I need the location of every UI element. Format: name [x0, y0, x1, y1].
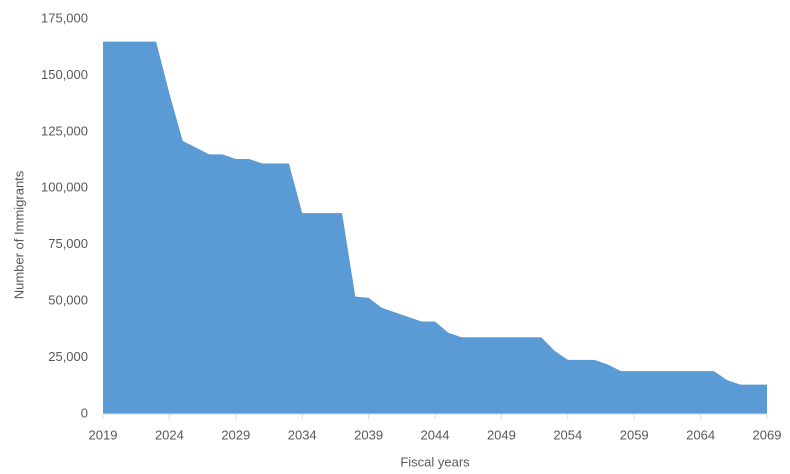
- x-tick-label: 2034: [288, 427, 317, 442]
- x-tick-label: 2054: [553, 427, 582, 442]
- y-tick-label: 175,000: [41, 10, 88, 25]
- x-tick-label: 2059: [620, 427, 649, 442]
- y-tick-label: 75,000: [48, 236, 88, 251]
- x-axis-title: Fiscal years: [400, 454, 470, 469]
- x-tick-label: 2039: [354, 427, 383, 442]
- y-tick-label: 100,000: [41, 180, 88, 195]
- x-tick-label: 2029: [221, 427, 250, 442]
- y-tick-label: 0: [81, 405, 88, 420]
- x-tick-label: 2069: [753, 427, 782, 442]
- y-tick-label: 50,000: [48, 293, 88, 308]
- x-tick-label: 2044: [421, 427, 450, 442]
- y-tick-label: 150,000: [41, 67, 88, 82]
- x-tick-label: 2049: [487, 427, 516, 442]
- x-tick-label: 2019: [89, 427, 118, 442]
- x-tick-label: 2064: [686, 427, 715, 442]
- area: [103, 41, 767, 414]
- y-axis-title: Number of Immigrants: [11, 170, 26, 299]
- y-tick-label: 25,000: [48, 349, 88, 364]
- y-tick-label: 125,000: [41, 123, 88, 138]
- x-tick-label: 2024: [155, 427, 184, 442]
